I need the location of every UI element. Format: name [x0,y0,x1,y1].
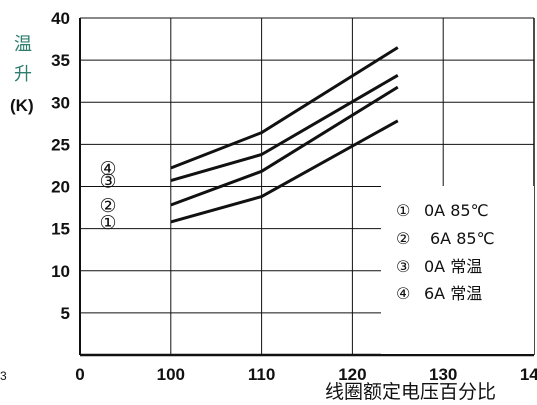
series-line-1 [170,119,399,224]
y-tick-label-20: 20 [51,178,70,197]
series-line-4 [170,46,399,170]
series-marker-2: ② [99,195,116,217]
legend-entry-4: 6A 常温 [424,284,482,303]
y-tick-label-15: 15 [51,220,70,239]
y-tick-label-30: 30 [51,93,70,112]
y-tick-label-25: 25 [51,135,70,154]
legend-entry-2: 6A 85℃ [430,229,495,248]
legend-entry-1: 0A 85℃ [424,201,489,220]
legend-box [381,186,534,354]
legend-entry-3: 0A 常温 [424,257,482,276]
legend-marker-3: ③ [396,257,410,276]
y-axis-label-char-2: 升 [14,64,32,85]
y-axis-label-char-1: 温 [14,34,32,55]
legend-marker-1: ① [396,201,410,220]
series-marker-3: ③ [99,171,116,193]
x-tick-label-100: 100 [157,365,185,384]
x-axis-label: 线圈额定电压百分比 [325,381,496,403]
x-tick-label-140: 140 [520,365,537,384]
x-tick-label-110: 110 [248,365,275,384]
left-edge-fragment: 3 [0,369,7,383]
y-tick-label-35: 35 [51,51,70,70]
y-axis-unit: (K) [10,96,34,115]
x-tick-label-0: 0 [75,365,84,384]
legend-marker-2: ② [396,229,410,248]
tick-layer: 5 10 15 20 25 30 35 40 0 100 110 120 130 140 [51,9,537,384]
series-line-3 [170,74,399,183]
x-tick-label-120: 120 [338,365,366,384]
series-marker-4: ④ [99,158,116,180]
legend: ① 0A 85℃ ② 6A 85℃ ③ 0A 常温 ④ 6A 常温 [381,186,534,354]
series-marker-1: ① [99,212,116,234]
legend-marker-4: ④ [396,284,410,303]
y-tick-label-40: 40 [51,9,70,28]
series-layer [170,46,399,224]
x-tick-label-130: 130 [429,365,457,384]
y-tick-label-5: 5 [61,304,70,323]
y-tick-label-10: 10 [51,262,70,281]
series-line-2 [170,85,399,207]
